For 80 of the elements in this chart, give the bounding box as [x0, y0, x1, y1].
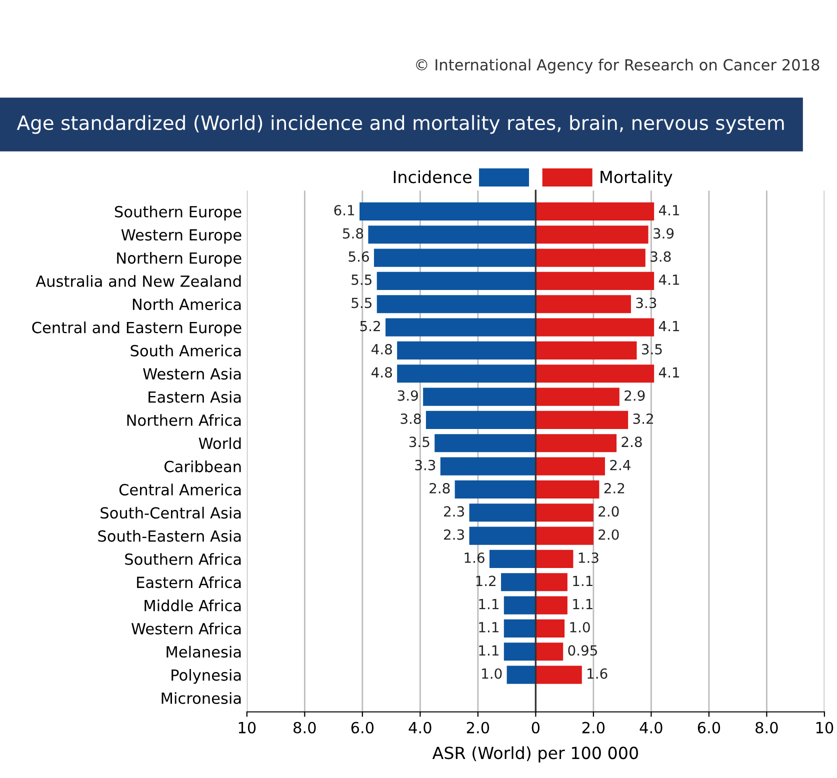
legend-label: Incidence	[394, 170, 472, 184]
data-label: 0.95	[568, 645, 597, 656]
y-tick-label: Middle Africa	[144, 599, 241, 612]
data-label: 5.8	[343, 228, 364, 239]
data-label: 4.1	[658, 321, 680, 332]
data-label: 1.0	[570, 622, 590, 632]
y-tick-label: Polynesia	[172, 669, 241, 684]
x-tick-label: 2.0	[582, 722, 605, 734]
y-tick-label: North America	[132, 298, 241, 310]
x-tick-label: 4.0	[408, 722, 432, 734]
y-tick-label: South America	[130, 344, 241, 356]
y-tick-label: South-Eastern Asia	[98, 530, 241, 542]
y-tick-label: Caribbean	[164, 460, 241, 472]
data-label: 2.0	[598, 506, 619, 517]
y-tick-label: Micronesia	[162, 692, 241, 704]
y-tick-label: Western Africa	[131, 622, 241, 634]
x-tick-label: 6.0	[698, 722, 720, 734]
text: © International Agency for Research on Cancer 2018	[416, 58, 820, 74]
data-label: 2.0	[598, 529, 619, 540]
y-tick-label: Northern Europe	[117, 252, 242, 267]
x-tick-label: 8.0	[756, 722, 778, 734]
x-tick-label: 6.0	[351, 722, 374, 734]
data-label: 1.1	[573, 576, 592, 586]
data-label: 1.3	[578, 552, 598, 563]
y-tick-label: Southern Europe	[114, 206, 242, 220]
data-label: 1.6	[588, 668, 608, 679]
y-tick-label: World	[198, 437, 241, 450]
data-label: 5.6	[348, 251, 369, 262]
data-label: 6.1	[334, 204, 354, 216]
y-tick-label: Western Europe	[121, 229, 242, 244]
data-label: 4.1	[658, 205, 680, 216]
legend-label: Mortality	[600, 170, 672, 187]
data-label: 2.8	[430, 482, 450, 494]
x-tick-label: 10	[816, 722, 834, 734]
data-label: 3.3	[636, 298, 656, 308]
x-tick-label: 8.0	[294, 722, 316, 734]
data-label: 4.1	[658, 367, 680, 378]
data-label: 4.8	[372, 344, 392, 354]
data-label: 5.2	[360, 320, 380, 332]
x-tick-label: 0	[532, 722, 540, 734]
data-label: 4.8	[372, 367, 392, 378]
y-tick-label: Australia and New Zealand	[36, 275, 241, 287]
chart-title: Age standardized (World) incidence and mortality rates, brain, nervous system	[16, 115, 784, 134]
data-label: 3.8	[650, 251, 671, 262]
data-label: 3.8	[400, 413, 421, 424]
data-label: 1.1	[479, 645, 498, 656]
data-label: 1.1	[479, 599, 498, 610]
y-tick-label: Central and Eastern Europe	[32, 321, 242, 336]
data-label: 3.5	[409, 436, 430, 448]
x-tick-label: 2.0	[466, 722, 490, 734]
data-label: 3.9	[654, 228, 674, 239]
y-tick-label: Melanesia	[166, 646, 241, 658]
y-tick-label: Southern Africa	[125, 553, 241, 565]
data-label: 1.1	[479, 622, 498, 632]
y-tick-label: Western Asia	[143, 368, 241, 380]
data-label: 2.3	[444, 529, 464, 540]
data-label: 2.9	[624, 390, 645, 401]
x-tick-label: 4.0	[640, 722, 662, 734]
data-label: 2.2	[604, 482, 624, 494]
data-label: 3.9	[398, 390, 418, 401]
data-label: 5.5	[352, 274, 372, 285]
x-axis-title: ASR (World) per 100 000	[432, 746, 638, 762]
data-label: 1.6	[464, 552, 484, 563]
y-tick-label: Northern Africa	[127, 414, 241, 426]
y-tick-label: Central America	[119, 484, 241, 496]
data-label: 3.5	[642, 344, 662, 354]
data-label: 1.1	[573, 599, 592, 610]
data-label: 3.3	[415, 460, 436, 470]
y-tick-label: Eastern Asia	[148, 390, 241, 403]
data-label: 1.0	[482, 668, 502, 679]
y-tick-label: South-Central Asia	[100, 506, 241, 519]
data-label: 2.8	[622, 436, 642, 448]
data-label: 3.2	[633, 413, 653, 424]
y-tick-label: Eastern Africa	[137, 576, 241, 588]
data-label: 2.4	[610, 460, 630, 470]
x-tick-label: 10	[238, 722, 256, 734]
data-label: 2.3	[444, 506, 464, 517]
data-label: 4.1	[658, 274, 680, 285]
data-label: 5.5	[352, 298, 372, 308]
data-label: 1.2	[476, 576, 496, 586]
